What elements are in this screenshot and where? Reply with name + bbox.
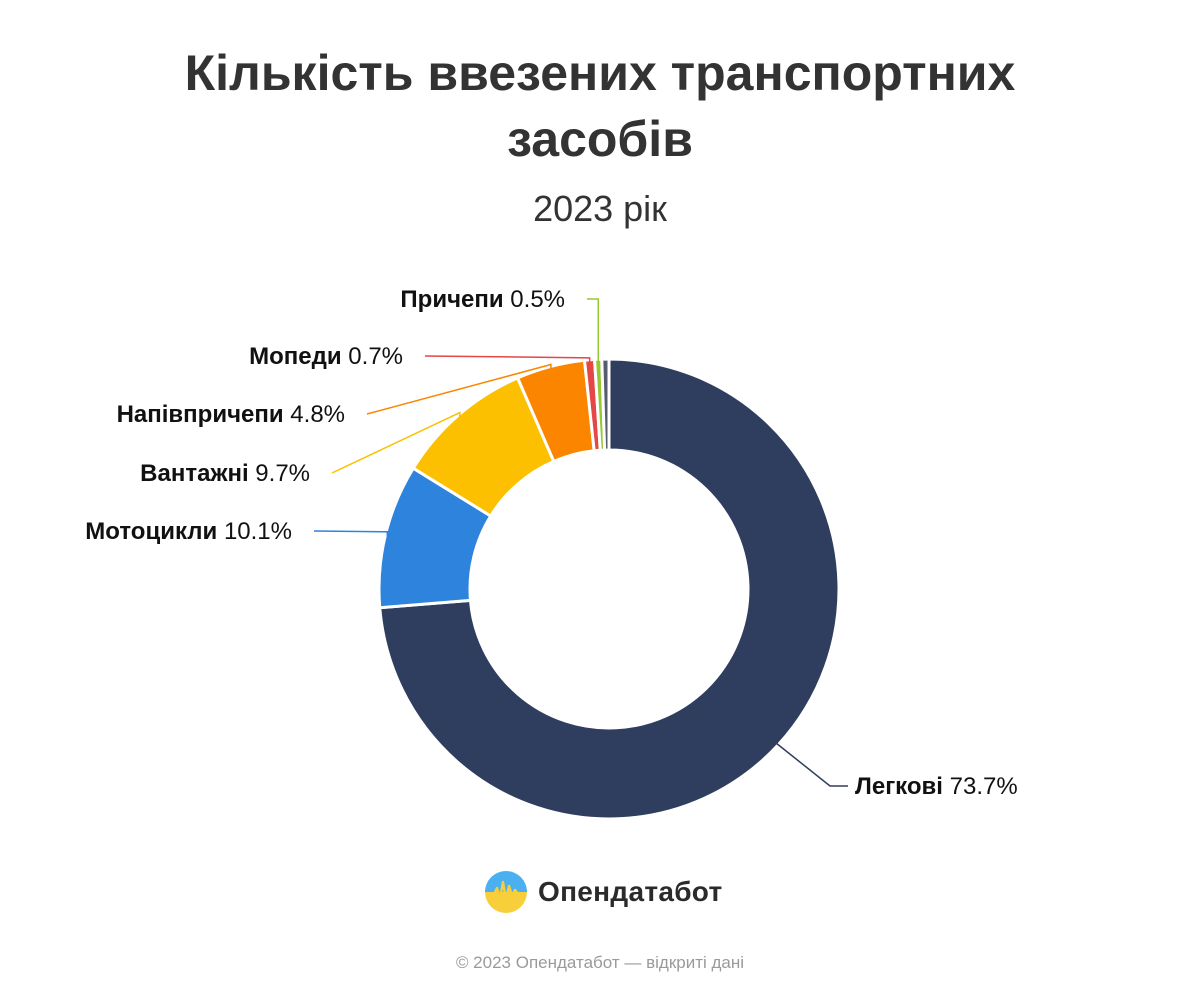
slice-label-3: Напівпричепи 4.8% <box>117 401 345 428</box>
slice-label-4: Мопеди 0.7% <box>249 343 403 370</box>
slice-0 <box>378 357 841 821</box>
slice-name-5: Причепи <box>400 286 510 313</box>
leader-line-3 <box>366 363 552 415</box>
slice-value-4: 0.7% <box>348 343 403 370</box>
slice-name-0: Легкові <box>855 773 950 800</box>
slice-label-0: Легкові 73.7% <box>855 773 1018 800</box>
slice-name-2: Вантажні <box>140 460 255 487</box>
chart-title-line-2: засобів <box>507 111 693 167</box>
brand-name: Опендатабот <box>538 876 723 907</box>
leader-line-1 <box>313 530 389 536</box>
slice-value-1: 10.1% <box>224 518 292 545</box>
slice-value-3: 4.8% <box>290 401 345 428</box>
slice-name-1: Мотоцикли <box>85 518 224 545</box>
leader-line-2 <box>331 411 461 474</box>
footer-copyright: © 2023 Опендатабот — відкриті дані <box>455 953 745 972</box>
slice-name-3: Напівпричепи <box>117 401 291 428</box>
slice-label-5: Причепи 0.5% <box>400 286 565 313</box>
slice-value-2: 9.7% <box>255 460 310 487</box>
brand-logo: Опендатабот <box>484 870 723 914</box>
chart-title: Кількість ввезених транспортних засобів <box>0 40 1200 172</box>
leader-line-0 <box>776 742 848 787</box>
leader-line-5 <box>587 298 600 362</box>
slice-value-5: 0.5% <box>510 286 565 313</box>
chart-title-line-1: Кількість ввезених транспортних <box>184 45 1016 101</box>
leader-line-4 <box>424 355 591 362</box>
slice-other <box>600 357 611 452</box>
slice-label-1: Мотоцикли 10.1% <box>85 518 292 545</box>
slice-name-4: Мопеди <box>249 343 348 370</box>
slice-value-0: 73.7% <box>950 773 1018 800</box>
opendatabot-logo-icon <box>485 871 527 913</box>
slice-label-2: Вантажні 9.7% <box>140 460 310 487</box>
chart-subtitle: 2023 рік <box>533 188 667 229</box>
